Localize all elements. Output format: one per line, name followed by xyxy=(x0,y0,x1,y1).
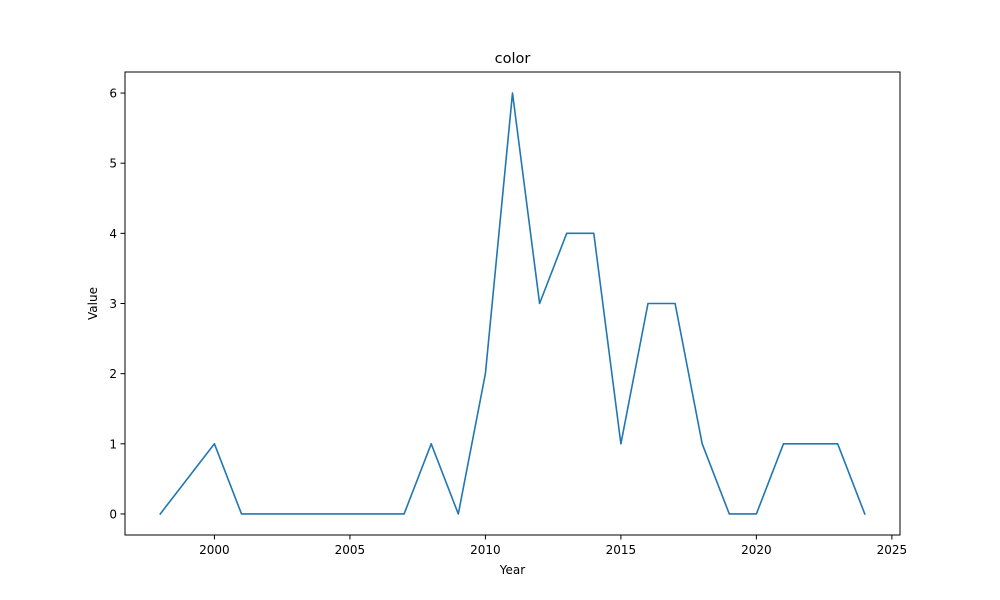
y-tick-label: 4 xyxy=(109,227,117,241)
y-tick-label: 6 xyxy=(109,87,117,101)
plot-area xyxy=(159,92,866,516)
x-axis: 2000 2005 2010 2015 2020 2025 xyxy=(199,535,907,557)
x-tick-label: 2015 xyxy=(606,543,637,557)
x-tick-label: 2005 xyxy=(335,543,366,557)
y-axis-label: Value xyxy=(86,287,100,320)
x-axis-label: Year xyxy=(499,563,525,577)
y-tick-label: 5 xyxy=(109,157,117,171)
series-line xyxy=(159,92,866,516)
x-tick-label: 2020 xyxy=(741,543,772,557)
y-axis: 0 1 2 3 4 5 6 xyxy=(109,87,125,521)
y-tick-label: 1 xyxy=(109,437,117,451)
chart-title: color xyxy=(495,51,531,67)
x-tick-label: 2010 xyxy=(470,543,501,557)
y-tick-label: 0 xyxy=(109,507,117,521)
y-tick-label: 2 xyxy=(109,367,117,381)
y-tick-label: 3 xyxy=(109,297,117,311)
x-tick-label: 2025 xyxy=(877,543,908,557)
x-tick-label: 2000 xyxy=(199,543,230,557)
